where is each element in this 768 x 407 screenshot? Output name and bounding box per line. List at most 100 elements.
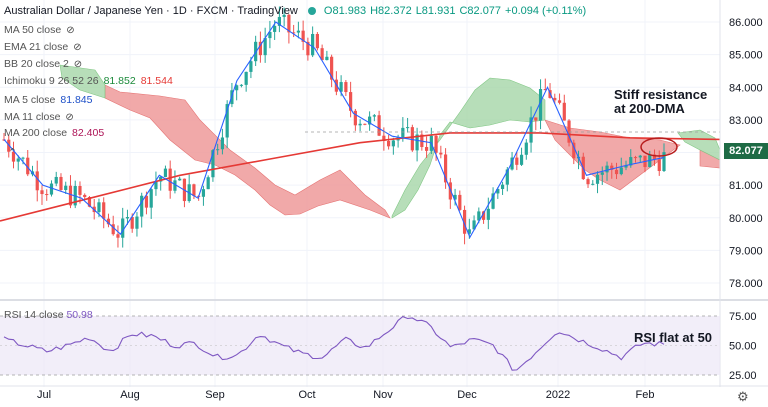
x-tick-label: Sep [205,389,225,401]
candle-body [216,149,220,151]
indicator-label: MA 5 close [4,94,56,106]
candle-body [368,116,372,125]
candle-body [140,195,144,217]
candle-body [225,104,229,138]
candle-body [405,127,410,129]
candle-body [168,168,172,191]
candle-body [624,165,628,168]
candle-body [68,185,73,206]
candle-body [59,176,63,190]
x-tick-label: Jul [37,389,51,401]
candle-body [595,174,600,184]
candle-body [116,234,120,238]
candle-body [614,169,619,175]
candle-body [35,171,39,191]
candle-body [249,61,253,72]
candle-body [363,123,367,125]
price-tick-label: 81.000 [729,180,763,192]
settings-gear-icon[interactable]: ⚙ [737,389,749,404]
candle-body [453,194,457,200]
price-tick-label: 80.000 [729,213,763,225]
indicator-ma5[interactable]: MA 5 close 81.845 [4,94,92,106]
candle-body [387,140,391,147]
cloud-bullish-area [391,77,546,219]
candle-body [206,177,210,190]
eye-off-icon[interactable]: ⊘ [73,58,83,70]
candle-body [657,159,661,172]
candle-body [652,154,657,160]
candle-body [553,97,557,101]
ma200-line [0,132,721,222]
indicator-ma50[interactable]: MA 50 close ⊘ [4,24,75,36]
indicator-ichimoku[interactable]: Ichimoku 9 26 52 26 81.852 81.544 [4,75,173,87]
indicator-ma200[interactable]: MA 200 close 82.405 [4,127,104,139]
candle-body [173,180,177,191]
eye-off-icon[interactable]: ⊘ [66,24,75,36]
candle-body [534,117,538,121]
candle-body [26,157,30,175]
candle-body [268,31,272,39]
candle-body [273,25,277,32]
candle-body [586,179,590,185]
candle-body [600,172,604,175]
candle-body [439,152,443,155]
candle-body [292,32,296,34]
candle-body [45,194,49,196]
candle-body [149,189,153,208]
candle-body [377,115,381,136]
candle-body [353,110,357,126]
cloud-bearish-area [104,84,391,219]
candle-body [557,100,562,103]
collapse-legend-icon[interactable]: ⌃ [8,147,18,159]
eye-off-icon[interactable]: ⊘ [65,111,74,123]
candle-body [78,185,82,195]
candle-body [339,82,343,92]
candle-body [605,165,609,173]
candle-body [610,165,614,170]
indicator-label: Ichimoku 9 26 52 26 [4,75,99,87]
candle-body [458,194,462,210]
price-tick-label: 85.000 [729,50,763,62]
candle-body [287,14,291,33]
candle-body [330,56,334,80]
candle-body [572,142,576,159]
rsi-line [3,315,665,371]
candle-body [538,89,543,121]
candle-body [296,30,300,33]
resistance-annotation: Stiff resistance at 200-DMA [614,87,708,116]
rsi-tick-label: 50.00 [729,341,757,353]
indicator-ma11[interactable]: MA 11 close ⊘ [4,111,74,123]
indicator-bb20[interactable]: BB 20 close 2 ⊘ [4,58,82,70]
x-tick-label: Oct [298,389,315,401]
rsi-legend[interactable]: RSI 14 close 50.98 [4,309,93,321]
candle-body [40,190,44,195]
candle-body [391,140,395,147]
candle-body [201,189,206,197]
candle-body [372,115,376,117]
candle-body [163,168,168,177]
candle-body [510,157,514,170]
indicator-label: EMA 21 close [4,41,69,53]
candle-body [434,135,438,153]
rsi-label: RSI 14 close [4,309,64,321]
indicator-label: BB 20 close 2 [4,58,69,70]
candle-body [662,152,666,172]
indicator-ema21[interactable]: EMA 21 close ⊘ [4,41,82,53]
candle-body [591,183,595,185]
candle-body [481,211,486,220]
rsi-tick-label: 25.00 [729,370,757,382]
candle-body [11,151,16,162]
candle-body [135,216,139,229]
symbol-title[interactable]: Australian Dollar / Japanese Yen · 1D · … [4,5,298,17]
candle-body [415,134,419,151]
candle-body [519,154,524,165]
candle-body [235,85,239,91]
ichimoku-value-2: 81.544 [140,75,173,87]
ohlc-low: L81.931 [415,5,456,17]
candle-body [325,56,329,61]
eye-off-icon[interactable]: ⊘ [73,41,82,53]
candle-body [244,71,248,85]
candle-body [277,16,281,26]
candle-body [562,102,566,121]
